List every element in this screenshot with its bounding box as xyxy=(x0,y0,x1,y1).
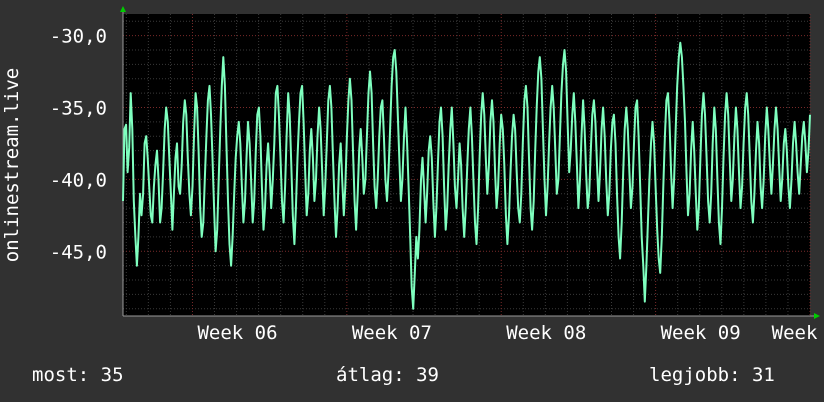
series-line xyxy=(122,41,811,310)
x-tick-label: Week 06 xyxy=(197,322,277,344)
y-tick-label: -30,0 xyxy=(50,26,107,48)
y-tick-labels: -30,0 -35,0 -40,0 -45,0 xyxy=(50,26,107,264)
x-tick-labels: Week 06 Week 07 Week 08 Week 09 Week xyxy=(197,322,818,344)
y-tick-label: -45,0 xyxy=(50,241,107,263)
series-layer xyxy=(122,41,811,310)
x-tick-label: Week xyxy=(772,322,818,344)
stat-best: legjobb: 31 xyxy=(649,364,775,386)
y-axis-arrow xyxy=(120,6,126,12)
x-axis-arrow xyxy=(814,313,820,319)
x-tick-label: Week 07 xyxy=(352,322,432,344)
x-tick-label: Week 08 xyxy=(506,322,586,344)
x-tick-label: Week 09 xyxy=(661,322,741,344)
y-tick-label: -35,0 xyxy=(50,97,107,119)
stat-average: átlag: 39 xyxy=(336,364,439,386)
y-tick-label: -40,0 xyxy=(50,169,107,191)
y-axis-label: onlinestream.live xyxy=(1,68,23,262)
stat-current: most: 35 xyxy=(32,364,124,386)
